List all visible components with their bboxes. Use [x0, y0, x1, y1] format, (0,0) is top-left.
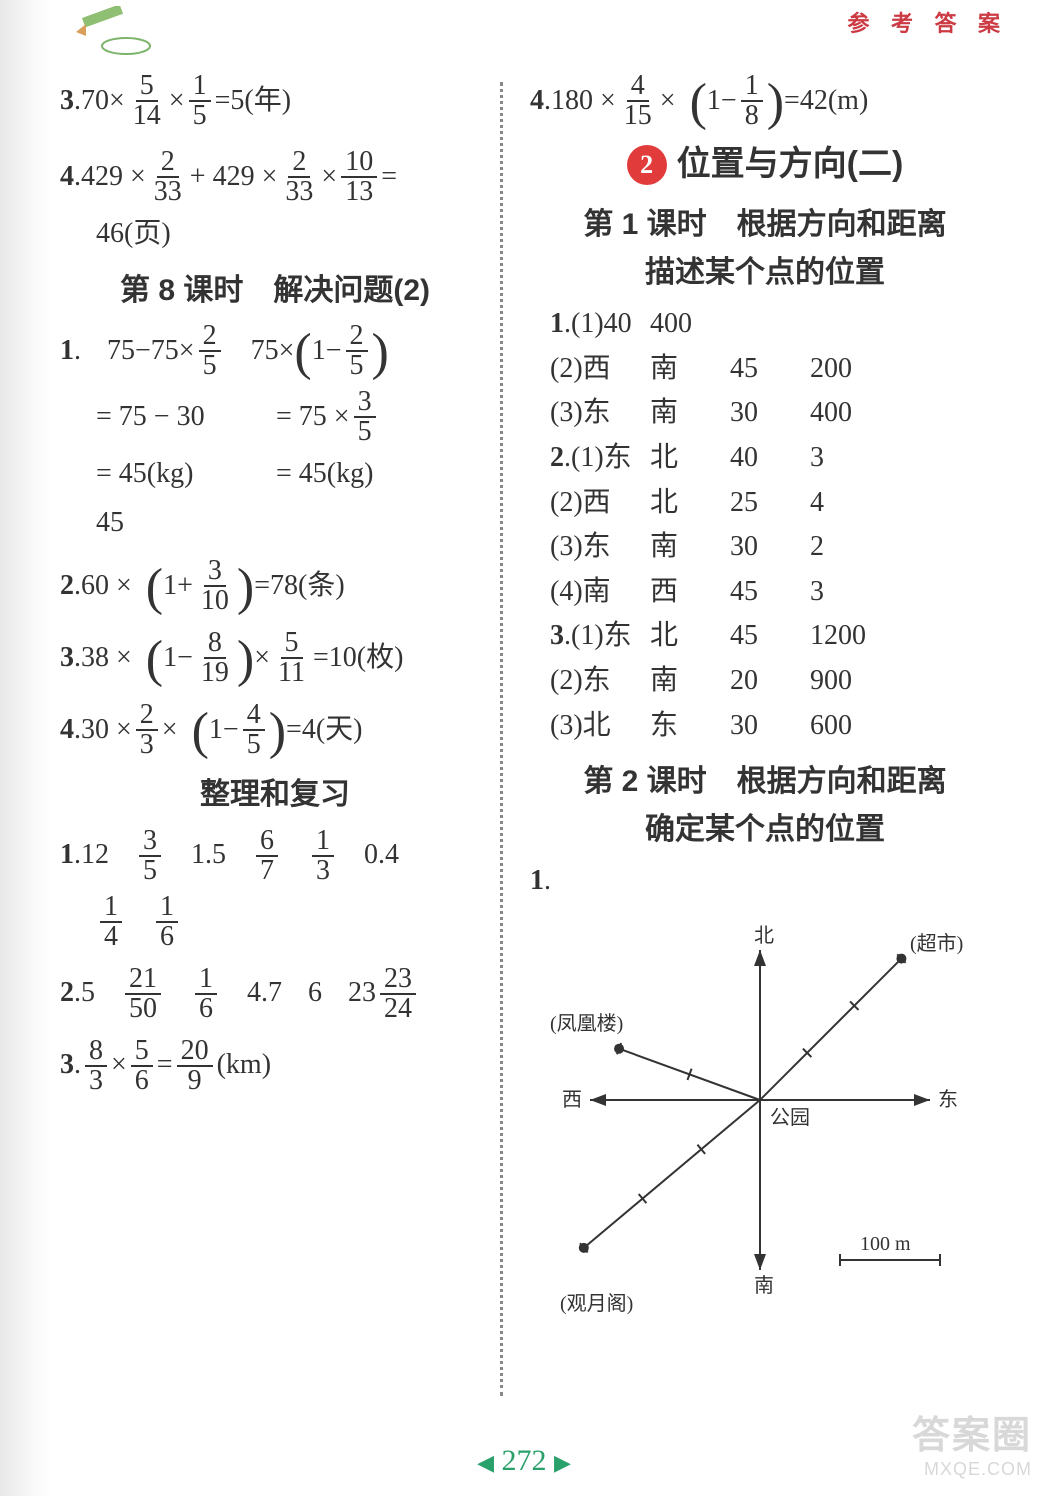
- svg-text:(观月阁): (观月阁): [560, 1292, 633, 1315]
- page-number: ◀ 272 ▶: [0, 1444, 1048, 1478]
- p1-line1: 1. 75−75× 25 75× (1− 25 ): [60, 322, 490, 380]
- table-row: (2)西北254: [550, 483, 1000, 524]
- header-right: 参 考 答 案: [847, 6, 1008, 38]
- page-spine: [0, 0, 52, 1496]
- q2-table: 2.(1)东北403(2)西北254(3)东南302(4)南西453: [530, 438, 1000, 612]
- tri-left-icon: ◀: [477, 1450, 494, 1475]
- heading-review: 整理和复习: [60, 773, 490, 817]
- table-row: (3)东南302: [550, 527, 1000, 568]
- svg-text:西: 西: [562, 1089, 582, 1111]
- table-row: (3)东南30400: [550, 393, 1000, 434]
- heading-lesson-1b: 描述某个点的位置: [530, 251, 1000, 295]
- table-row: (2)西南45200: [550, 349, 1000, 390]
- right-line-4: 4.180 × 415 × (1− 18 ) =42(m): [530, 72, 1000, 130]
- r3: 3. 83 × 56 = 209 (km): [60, 1037, 490, 1095]
- left-line-3: 3.70× 514 × 15 =5(年): [60, 72, 490, 130]
- heading-lesson-1a: 第 1 课时 根据方向和距离: [530, 203, 1000, 247]
- q1-table: 1.(1)40400(2)西南45200(3)东南30400: [530, 304, 1000, 434]
- p4: 4.30 × 23 × (1− 45 ) =4(天): [60, 701, 490, 759]
- r1a: 1.12 35 1.5 67 13 0.4: [60, 827, 490, 885]
- diagram-row: 1.: [530, 861, 1000, 902]
- heading-lesson-2a: 第 2 课时 根据方向和距离: [530, 760, 1000, 804]
- content: 3.70× 514 × 15 =5(年) 4.429 × 233 + 429 ×…: [60, 64, 1000, 1414]
- svg-text:北: 北: [754, 924, 774, 947]
- section-badge: 2: [627, 145, 667, 185]
- table-row: (2)东南20900: [550, 661, 1000, 702]
- table-row: 3.(1)东北451200: [550, 616, 1000, 657]
- direction-diagram: 北南 东 西公园 (超市) (凤凰楼) (观月阁) 100 m: [530, 910, 990, 1330]
- left-line-4b: 46(页): [60, 214, 490, 255]
- table-row: 1.(1)40400: [550, 304, 1000, 345]
- section-title: 位置与方向(二): [677, 140, 904, 189]
- svg-text:(超市): (超市): [910, 932, 963, 955]
- r2: 2.5 2150 16 4.7 6 23 2324: [60, 965, 490, 1023]
- svg-text:公园: 公园: [770, 1107, 810, 1129]
- heading-lesson-2b: 确定某个点的位置: [530, 808, 1000, 852]
- svg-text:东: 东: [938, 1088, 958, 1111]
- p1-line3: = 45(kg) = 45(kg): [60, 454, 490, 495]
- page-number-value: 272: [502, 1444, 547, 1477]
- p1-line2: = 75 − 30 = 75 × 35: [60, 388, 490, 446]
- heading-lesson-8: 第 8 课时 解决问题(2): [60, 269, 490, 313]
- header-line2: 参 考 答 案: [847, 6, 1008, 38]
- right-column: 4.180 × 415 × (1− 18 ) =42(m) 2 位置与方向(二)…: [500, 64, 1000, 1414]
- table-row: 2.(1)东北403: [550, 438, 1000, 479]
- tri-right-icon: ▶: [554, 1450, 571, 1475]
- table-row: (3)北东30600: [550, 706, 1000, 747]
- section-heading: 2 位置与方向(二): [530, 140, 1000, 189]
- p1-ans: 45: [60, 503, 490, 544]
- q3-table: 3.(1)东北451200(2)东南20900(3)北东30600: [530, 616, 1000, 746]
- watermark-small: MXQE.COM: [912, 1459, 1032, 1480]
- svg-text:(凤凰楼): (凤凰楼): [550, 1012, 623, 1035]
- svg-text:南: 南: [754, 1274, 774, 1297]
- svg-text:100 m: 100 m: [860, 1233, 911, 1255]
- r1b: 14 16: [60, 893, 490, 951]
- p2: 2.60 × (1+ 310 ) =78(条): [60, 557, 490, 615]
- diagram-qnum: 1: [530, 861, 544, 902]
- table-row: (4)南西453: [550, 572, 1000, 613]
- watermark-big: 答案圈: [912, 1404, 1032, 1459]
- pencil-icon: [72, 6, 152, 60]
- left-column: 3.70× 514 × 15 =5(年) 4.429 × 233 + 429 ×…: [60, 64, 500, 1414]
- left-line-4a: 4.429 × 233 + 429 × 233 × 1013 =: [60, 148, 490, 206]
- p3: 3.38 × (1− 819 ) × 511 =10(枚): [60, 629, 490, 687]
- watermark: 答案圈 MXQE.COM: [912, 1404, 1032, 1480]
